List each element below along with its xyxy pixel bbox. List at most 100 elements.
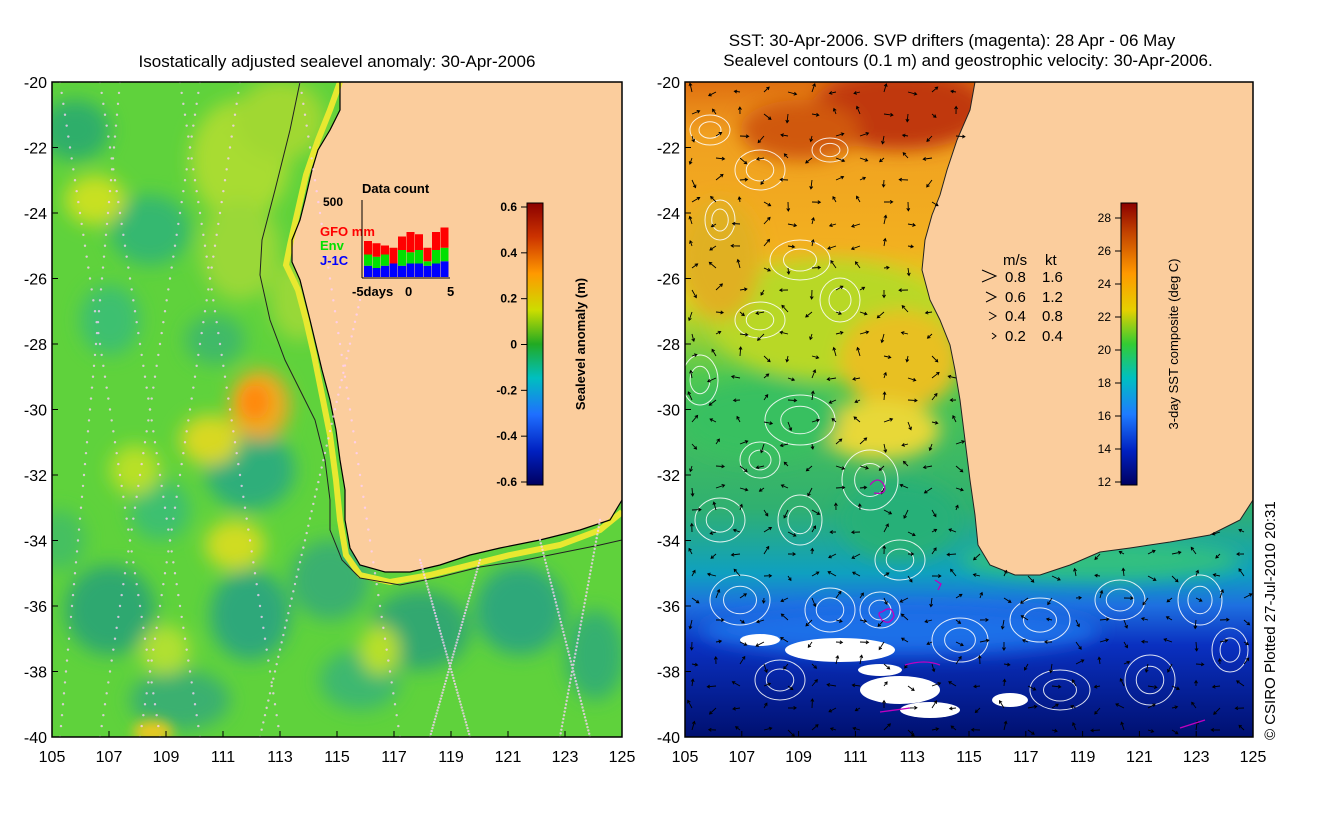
track-dot [335, 400, 338, 404]
y-tick-label: -20 [24, 75, 47, 92]
velocity-arrow [1147, 685, 1158, 689]
velocity-arrow [1020, 615, 1029, 621]
track-dot [193, 703, 197, 706]
velocity-arrow [811, 509, 821, 515]
colorbar-tick-label: 26 [1098, 244, 1112, 258]
track-dot [546, 568, 549, 571]
track-dot [185, 168, 188, 171]
velocity-arrow [878, 641, 885, 651]
track-dot [145, 648, 148, 651]
track-dot [345, 386, 348, 389]
track-dot [439, 697, 443, 700]
track-dot [103, 113, 107, 116]
track-dot [192, 386, 195, 389]
track-dot [89, 397, 93, 400]
velocity-arrow [1003, 569, 1008, 577]
inset-x-label-end: 5 [447, 284, 454, 299]
velocity-arrow [1002, 641, 1006, 651]
track-dot [434, 614, 438, 618]
velocity-arrow [783, 663, 789, 670]
track-dot [596, 533, 599, 536]
track-dot [183, 637, 187, 640]
track-dot [177, 593, 180, 597]
track-dot [270, 684, 273, 688]
velocity-arrow [831, 417, 837, 423]
velocity-arrow [811, 265, 822, 270]
track-dot [585, 722, 588, 726]
track-dot [138, 342, 142, 346]
track-dot [307, 524, 310, 527]
track-dot [168, 277, 172, 280]
contour-line [769, 239, 831, 281]
track-dot [310, 157, 313, 160]
velocity-arrow [1120, 721, 1125, 731]
track-dot [152, 692, 155, 695]
track-dot [108, 189, 112, 193]
inset-bar-j1c [432, 263, 440, 277]
velocity-arrow [730, 374, 741, 379]
track-dot [467, 597, 471, 600]
track-dot [362, 495, 365, 499]
track-dot [560, 624, 563, 627]
track-dot [128, 539, 132, 542]
track-dot [113, 135, 117, 138]
track-dot [167, 288, 170, 291]
track-dot [91, 375, 95, 378]
track-dot [315, 488, 318, 491]
track-dot [98, 342, 102, 346]
track-dot [88, 408, 92, 411]
velocity-legend-header-ms: m/s [1003, 252, 1027, 269]
track-dot [568, 681, 572, 684]
track-dot [332, 415, 335, 418]
track-dot [235, 451, 238, 455]
track-dot [140, 724, 143, 728]
track-dot [343, 375, 347, 378]
contour-line [1094, 579, 1146, 621]
velocity-arrow [709, 531, 717, 535]
track-dot [85, 441, 89, 444]
velocity-arrow [947, 374, 957, 379]
track-dot [332, 299, 335, 302]
velocity-arrow [882, 391, 887, 401]
velocity-arrow [859, 311, 868, 316]
velocity-arrow [811, 597, 817, 608]
track-dot [115, 189, 118, 193]
velocity-arrow [811, 724, 819, 731]
x-tick-label: 109 [785, 749, 812, 766]
track-dot [132, 299, 135, 302]
velocity-arrow [907, 223, 916, 227]
track-dot [106, 211, 110, 215]
y-tick-label: -36 [24, 599, 47, 616]
velocity-arrow [1123, 660, 1131, 665]
track-dot [383, 637, 387, 640]
track-dot [215, 320, 218, 324]
track-dot [84, 451, 88, 455]
track-dot [150, 659, 153, 662]
colorbar-tick-label: 0 [510, 338, 517, 352]
track-dot [350, 335, 353, 338]
track-dot [80, 222, 83, 226]
contour-line [874, 539, 926, 581]
velocity-arrow [952, 415, 957, 423]
track-dot [435, 712, 438, 715]
track-dot [190, 157, 193, 160]
track-dot [340, 353, 343, 357]
velocity-arrow [1000, 619, 1005, 630]
x-tick-label: 113 [267, 749, 293, 766]
track-dot [113, 441, 117, 444]
track-dot [477, 561, 481, 565]
track-dot [545, 565, 548, 568]
track-dot [175, 233, 178, 237]
track-dot [202, 320, 205, 324]
svp-drifters [869, 479, 1206, 729]
track-dot [115, 626, 118, 630]
track-dot [96, 320, 100, 324]
velocity-arrow [736, 415, 741, 423]
velocity-arrow [1003, 662, 1011, 667]
track-dot [357, 462, 360, 466]
track-dot [457, 694, 460, 697]
track-dot [127, 266, 130, 269]
track-dot [115, 451, 118, 455]
velocity-arrow [710, 195, 717, 203]
velocity-legend-row4-ms: 0.2 [1005, 328, 1026, 345]
